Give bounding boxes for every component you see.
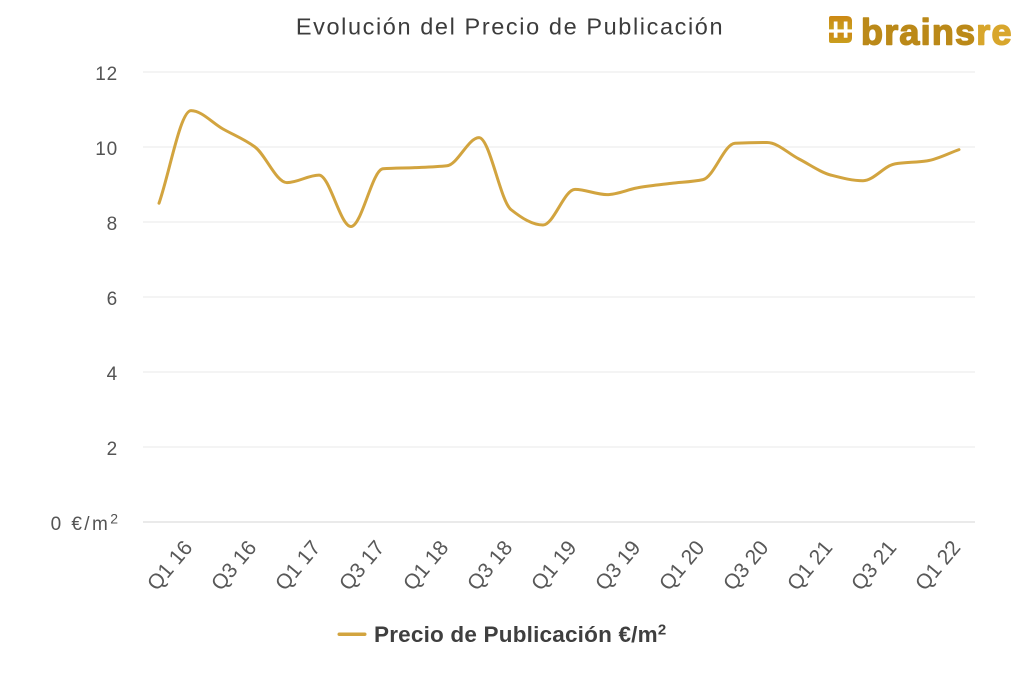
svg-text:Precio de Publicación €/m2: Precio de Publicación €/m2	[374, 622, 666, 648]
svg-text:10: 10	[95, 139, 118, 160]
svg-text:4: 4	[107, 364, 118, 385]
svg-text:6: 6	[107, 289, 118, 310]
svg-text:0 €/m2: 0 €/m2	[51, 511, 119, 536]
svg-text:8: 8	[107, 214, 118, 235]
svg-text:brainsre: brainsre	[861, 12, 1013, 53]
svg-text:2: 2	[107, 439, 118, 460]
svg-text:Evolución del Precio de Public: Evolución del Precio de Publicación	[296, 14, 724, 40]
svg-text:12: 12	[95, 64, 118, 85]
